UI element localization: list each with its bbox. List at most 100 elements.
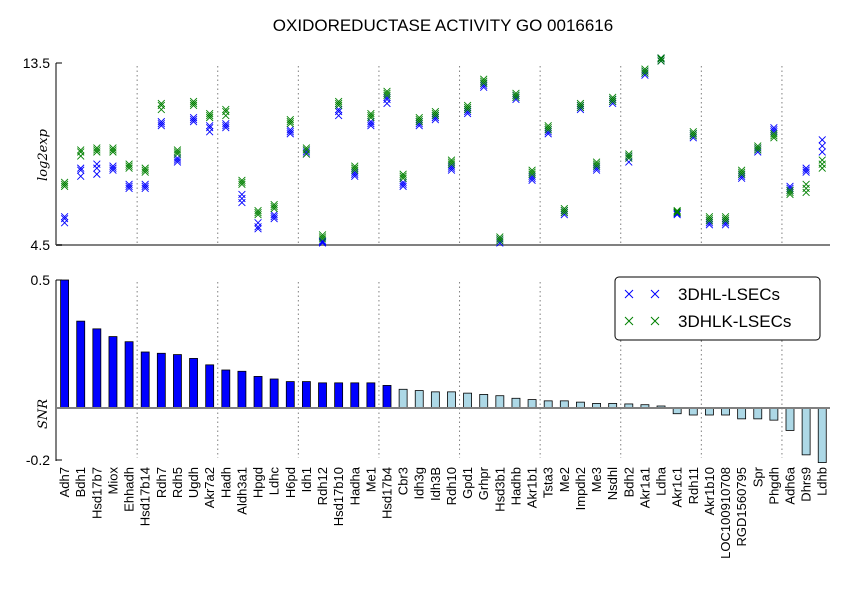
scatter-point — [351, 164, 359, 172]
bar — [140, 351, 150, 409]
category-label: Hpgd — [251, 467, 266, 498]
scatter-point — [818, 148, 826, 156]
scatter-point — [657, 55, 665, 63]
scatter-point — [367, 119, 375, 128]
scatter-point — [544, 121, 552, 130]
scatter-ytick-label-max: 13.5 — [23, 55, 50, 71]
category-label: Akr1b1 — [525, 467, 540, 508]
scatter-y-axis-label: log2exp — [36, 128, 51, 181]
bar — [414, 390, 424, 409]
scatter-point — [60, 178, 69, 187]
scatter-point — [625, 152, 633, 160]
scatter-point — [673, 209, 681, 218]
category-label: Rdh5 — [170, 467, 185, 498]
scatter-panel: 13.5 4.5 log2exp — [23, 54, 830, 253]
category-label: Aldh3a1 — [234, 467, 249, 515]
category-label: Gpd1 — [460, 467, 475, 499]
scatter-point — [399, 172, 407, 180]
scatter-point — [592, 160, 601, 168]
scatter-point — [657, 54, 665, 62]
scatter-group-separators — [136, 66, 783, 244]
scatter-point — [157, 99, 166, 108]
scatter-point — [125, 180, 133, 189]
category-label: Akr1a1 — [637, 467, 652, 508]
scatter-point — [125, 160, 133, 168]
scatter-point — [270, 202, 278, 211]
category-label: Hsd17b10 — [331, 467, 346, 526]
scatter-point — [205, 128, 214, 136]
category-label: Rdh10 — [444, 467, 459, 505]
bar — [495, 395, 505, 409]
category-label: Phgdh — [766, 467, 781, 505]
scatter-point — [77, 164, 85, 172]
bar — [430, 391, 440, 409]
scatter-point — [109, 146, 117, 154]
scatter-point — [802, 188, 810, 197]
scatter-point — [496, 235, 504, 243]
scatter-point — [109, 164, 117, 172]
scatter-point — [431, 109, 440, 118]
scatter-point — [173, 156, 182, 164]
bar — [173, 354, 182, 409]
category-label: Spr — [750, 466, 765, 487]
scatter-point — [254, 225, 262, 233]
scatter-point — [818, 164, 826, 172]
category-label: Akr1c1 — [670, 467, 685, 507]
scatter-point — [109, 144, 117, 152]
scatter-point — [383, 87, 391, 96]
scatter-point — [334, 111, 343, 120]
bar — [221, 369, 231, 409]
scatter-point — [480, 75, 488, 83]
scatter-point — [673, 207, 681, 216]
scatter-point — [528, 168, 536, 176]
scatter-point — [93, 170, 101, 178]
scatter-point — [608, 93, 617, 102]
scatter-point — [205, 109, 214, 118]
scatter-point — [77, 166, 85, 174]
category-label: Rdh7 — [154, 467, 169, 498]
scatter-point — [786, 186, 794, 195]
bar — [672, 408, 682, 415]
scatter-point — [141, 164, 149, 172]
scatter-point — [222, 119, 230, 128]
category-label: Ldhb — [815, 467, 830, 496]
category-label: Me1 — [363, 467, 378, 492]
scatter-point — [447, 158, 456, 166]
scatter-point — [286, 126, 294, 134]
category-label: Rdh11 — [686, 467, 701, 504]
bar — [301, 381, 311, 409]
scatter-point — [109, 162, 117, 170]
scatter-point — [77, 146, 85, 154]
category-label: Nsdhl — [605, 467, 620, 500]
scatter-point — [60, 219, 69, 227]
scatter-point — [802, 166, 810, 174]
bar-ytick-label-max: 0.5 — [31, 272, 51, 288]
scatter-point — [576, 101, 585, 110]
scatter-point — [141, 180, 149, 189]
bar — [769, 408, 779, 421]
scatter-point — [415, 115, 423, 124]
scatter-point — [189, 113, 198, 122]
scatter-point — [125, 182, 133, 191]
scatter-point — [351, 162, 359, 170]
bar — [382, 385, 392, 409]
bar — [817, 408, 827, 463]
scatter-point — [802, 184, 810, 193]
category-label: Rdh12 — [315, 467, 330, 505]
category-labels: Adh7 Bdh1 Hsd17b7 Miox Ehhadh Hsd17b14 Rdh7 Rdh… — [57, 466, 830, 559]
bar — [205, 364, 215, 409]
scatter-point — [480, 77, 488, 85]
scatter-point — [238, 176, 246, 185]
bar — [269, 378, 279, 409]
category-label: Ugdh — [186, 467, 201, 498]
scatter-point — [625, 158, 633, 166]
category-label: Hsd17b4 — [380, 467, 395, 519]
scatter-point — [125, 162, 133, 170]
category-label: Miox — [105, 467, 120, 495]
bar — [318, 382, 327, 409]
scatter-point — [173, 148, 182, 156]
scatter-point — [254, 206, 262, 215]
scatter-point — [270, 200, 278, 209]
scatter-point — [205, 123, 214, 132]
scatter-point — [173, 146, 182, 154]
